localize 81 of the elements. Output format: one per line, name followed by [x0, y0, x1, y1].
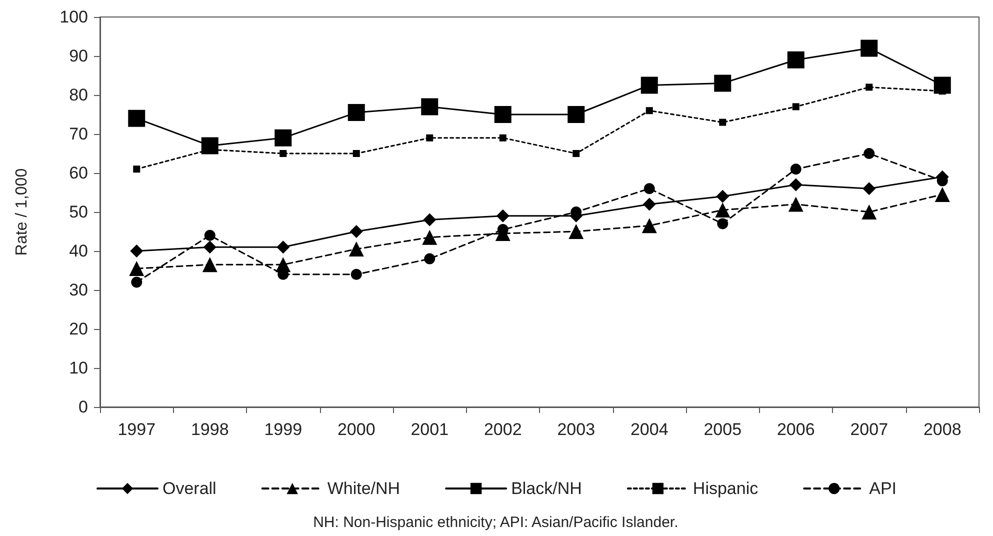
point	[129, 261, 144, 276]
point	[644, 183, 655, 194]
point	[862, 182, 876, 196]
point	[128, 110, 146, 127]
y-tick-label: 30	[69, 280, 88, 300]
x-tick-label: 2002	[484, 420, 522, 439]
legend-label: Hispanic	[692, 479, 759, 498]
point	[202, 257, 218, 272]
y-tick-label: 60	[69, 164, 88, 182]
x-tick-label: 2006	[776, 420, 815, 439]
point	[714, 74, 732, 92]
point	[789, 178, 802, 192]
point	[866, 84, 873, 91]
x-tick-label: 2001	[410, 420, 449, 439]
point	[276, 257, 291, 272]
point	[719, 118, 726, 126]
y-tick-label: 40	[69, 242, 88, 260]
x-tick-label: 2000	[337, 420, 376, 439]
point	[422, 230, 438, 245]
point	[426, 134, 434, 142]
point	[934, 76, 951, 94]
point	[424, 253, 436, 264]
point	[715, 202, 730, 218]
point	[499, 134, 506, 142]
y-tick-label: 70	[69, 124, 88, 144]
legend-label: API	[869, 479, 897, 498]
point	[201, 137, 218, 154]
point	[568, 106, 585, 123]
point	[716, 190, 730, 203]
x-tick-label: 1998	[190, 420, 229, 439]
x-tick-label: 2004	[630, 420, 668, 439]
y-tick-label: 10	[69, 358, 88, 378]
point	[792, 103, 800, 110]
point	[568, 224, 584, 239]
point	[348, 242, 364, 257]
y-tick-label: 90	[69, 46, 88, 66]
point	[862, 204, 877, 220]
point	[133, 166, 140, 173]
point	[787, 51, 804, 68]
point	[352, 150, 360, 157]
x-tick-label: 2007	[850, 420, 888, 439]
point	[494, 106, 512, 123]
point	[646, 107, 653, 114]
legend-label: Overall	[162, 479, 216, 498]
point	[203, 240, 216, 254]
point	[204, 230, 216, 241]
y-tick-label: 20	[69, 320, 88, 338]
point	[350, 225, 363, 238]
point	[642, 198, 656, 211]
point	[496, 209, 510, 222]
y-tick-label: 50	[69, 202, 88, 222]
point	[717, 218, 728, 230]
point	[864, 148, 875, 159]
y-tick-label: 80	[69, 86, 88, 104]
x-tick-label: 1997	[118, 420, 156, 439]
y-axis-title: Rate / 1,000	[14, 168, 30, 256]
legend-label: Black/NH	[511, 479, 582, 498]
point	[350, 268, 362, 280]
point	[860, 40, 878, 57]
point	[640, 76, 658, 94]
point	[790, 164, 802, 175]
point	[788, 196, 804, 212]
point	[131, 276, 142, 288]
text: NH: Non-Hispanic ethnicity; API: Asian/Pacific Islander.	[313, 514, 678, 531]
y-tick-label: 100	[60, 8, 88, 26]
point	[274, 129, 292, 146]
legend-label: White/NH	[327, 479, 400, 498]
point	[642, 218, 657, 234]
y-tick-label: 0	[78, 398, 88, 416]
point	[130, 244, 144, 258]
x-tick-label: 1999	[264, 420, 302, 439]
point	[423, 213, 436, 226]
x-tick-label: 2003	[557, 420, 596, 439]
point	[276, 240, 290, 254]
point	[348, 104, 365, 122]
point	[572, 150, 580, 157]
point	[421, 98, 438, 116]
x-tick-label: 2008	[923, 420, 962, 439]
point	[934, 186, 950, 202]
x-tick-label: 2005	[704, 420, 742, 439]
point	[280, 150, 287, 157]
